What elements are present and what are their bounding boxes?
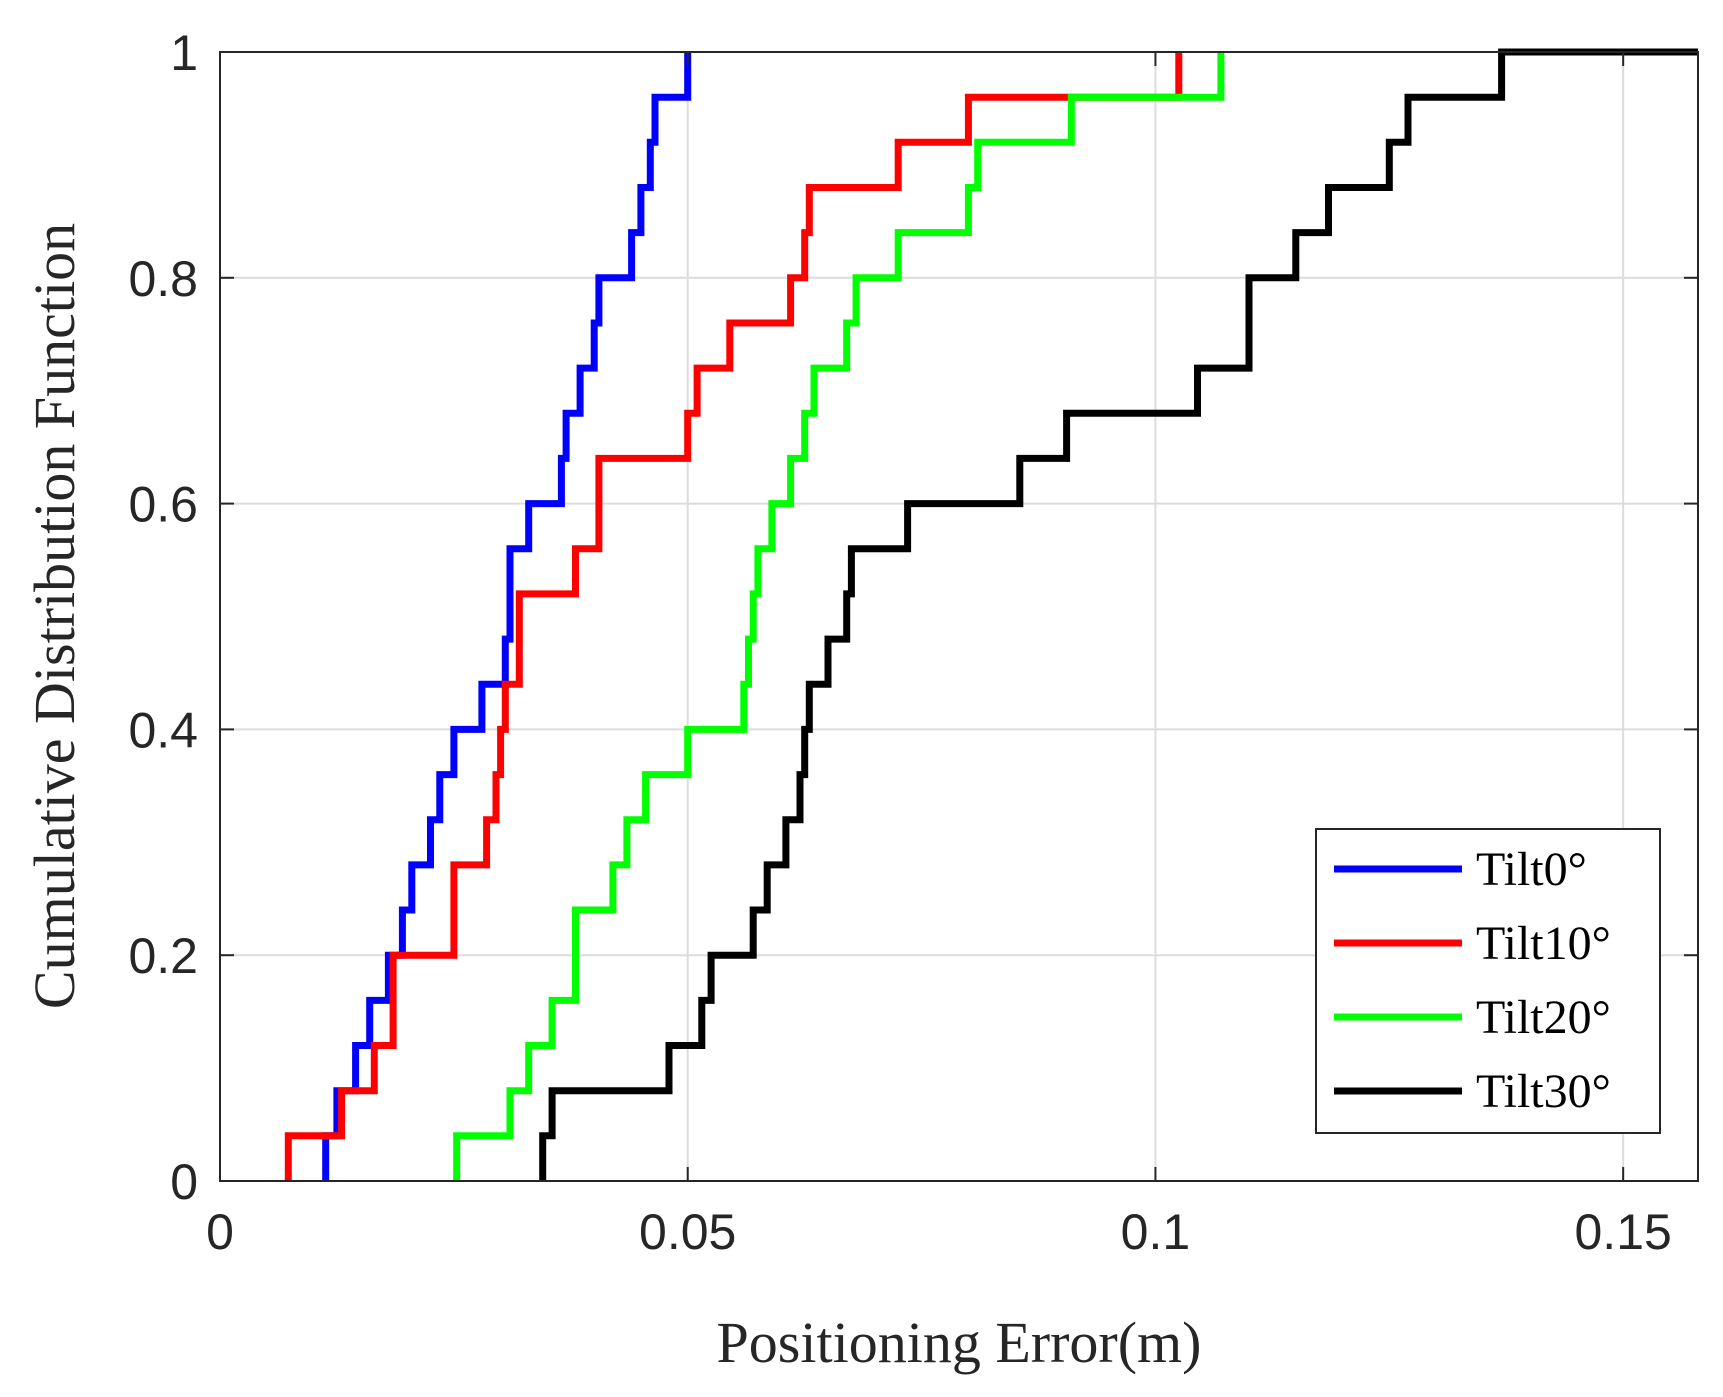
axis-ticks: 0 0.05 0.1 0.15 0 0.2 0.4 0.6 0.8 1 [128, 25, 1698, 1260]
series-line-1 [322, 52, 692, 1181]
y-tick-label: 0 [170, 1154, 198, 1210]
legend: Tilt0° Tilt10° Tilt20° Tilt30° [1315, 828, 1661, 1134]
legend-box [1315, 828, 1661, 1134]
y-tick-label: 0.2 [128, 928, 198, 984]
x-tick-label: 0.15 [1575, 1204, 1672, 1260]
x-tick-label: 0 [206, 1204, 234, 1260]
y-tick-label: 0.6 [128, 477, 198, 533]
legend-label-4: Tilt30° [1476, 1065, 1611, 1118]
y-tick-label: 0.8 [128, 251, 198, 307]
y-tick-label: 0.4 [128, 702, 198, 758]
series-line-2 [284, 52, 1183, 1181]
series-line-3 [453, 52, 1225, 1181]
y-axis-title: Cumulative Distribution Function [22, 223, 87, 1009]
x-axis-title: Positioning Error(m) [717, 1310, 1202, 1375]
y-tick-label: 1 [170, 25, 198, 81]
legend-label-3: Tilt20° [1476, 991, 1611, 1044]
series-group [284, 48, 1698, 1181]
legend-label-2: Tilt10° [1476, 917, 1611, 970]
x-tick-label: 0.05 [639, 1204, 736, 1260]
x-tick-label: 0.1 [1121, 1204, 1191, 1260]
series-line-4 [539, 48, 1698, 1181]
plot-frame [219, 51, 1699, 1182]
legend-label-1: Tilt0° [1476, 843, 1587, 896]
